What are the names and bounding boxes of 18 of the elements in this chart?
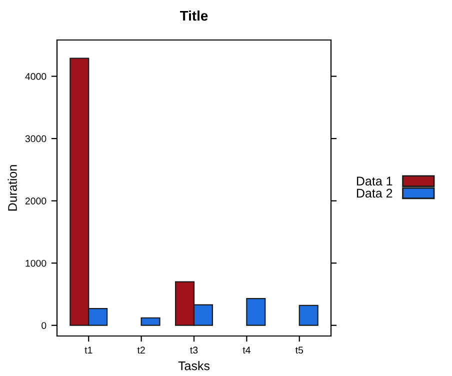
y-tick-label: 4000 xyxy=(25,73,46,80)
y-tick-label: 0 xyxy=(42,322,46,329)
bar xyxy=(246,298,266,326)
y-tick-label: 3000 xyxy=(25,135,46,142)
legend-label: Data 1 xyxy=(356,176,392,186)
y-tick-label: 1000 xyxy=(26,260,46,267)
x-axis-title: Tasks xyxy=(178,361,210,370)
y-axis-title: Duration xyxy=(8,165,17,211)
y-tick-label: 2000 xyxy=(25,198,46,204)
legend-label: Data 2 xyxy=(356,188,392,198)
x-tick-label: t2 xyxy=(137,346,145,354)
chart-title: Title xyxy=(180,10,208,21)
x-tick-label: t1 xyxy=(84,346,92,354)
x-tick-label: t5 xyxy=(295,346,304,354)
x-tick-label: t4 xyxy=(242,346,250,354)
x-tick-label: t3 xyxy=(190,346,198,354)
bar xyxy=(140,317,160,326)
bar xyxy=(298,304,318,326)
